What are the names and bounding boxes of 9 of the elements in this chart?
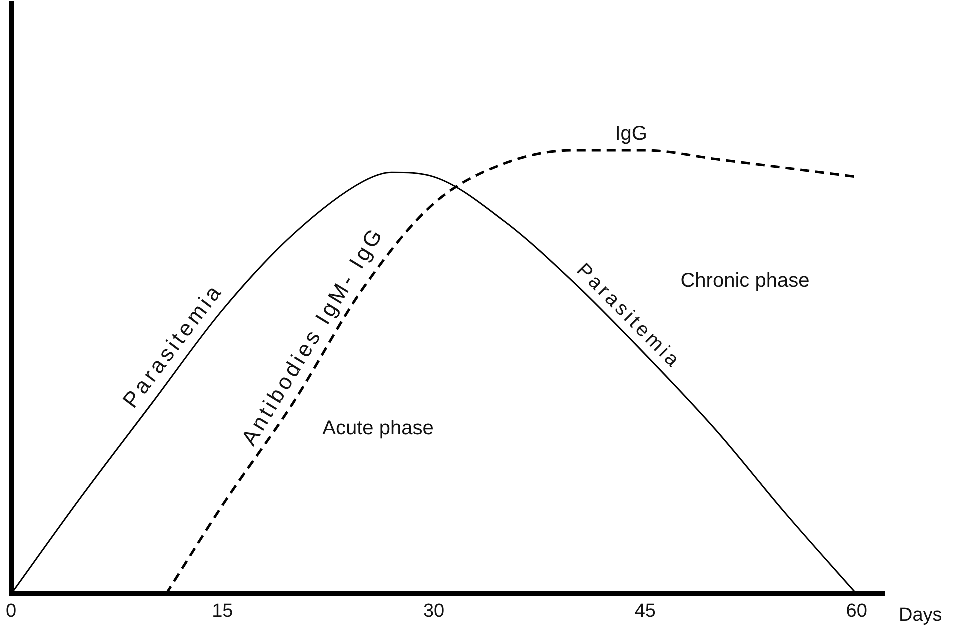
x-tick-label: 0 bbox=[6, 600, 17, 622]
annotation: IgG bbox=[615, 122, 648, 145]
annotation: Chronic phase bbox=[680, 270, 810, 292]
x-tick-label: 30 bbox=[423, 600, 445, 622]
x-tick-label: 45 bbox=[634, 600, 656, 622]
x-tick-label: 15 bbox=[212, 600, 234, 622]
annotation: Acute phase bbox=[322, 417, 434, 440]
x-axis-title: Days bbox=[899, 604, 942, 626]
x-tick-label: 60 bbox=[846, 600, 868, 622]
